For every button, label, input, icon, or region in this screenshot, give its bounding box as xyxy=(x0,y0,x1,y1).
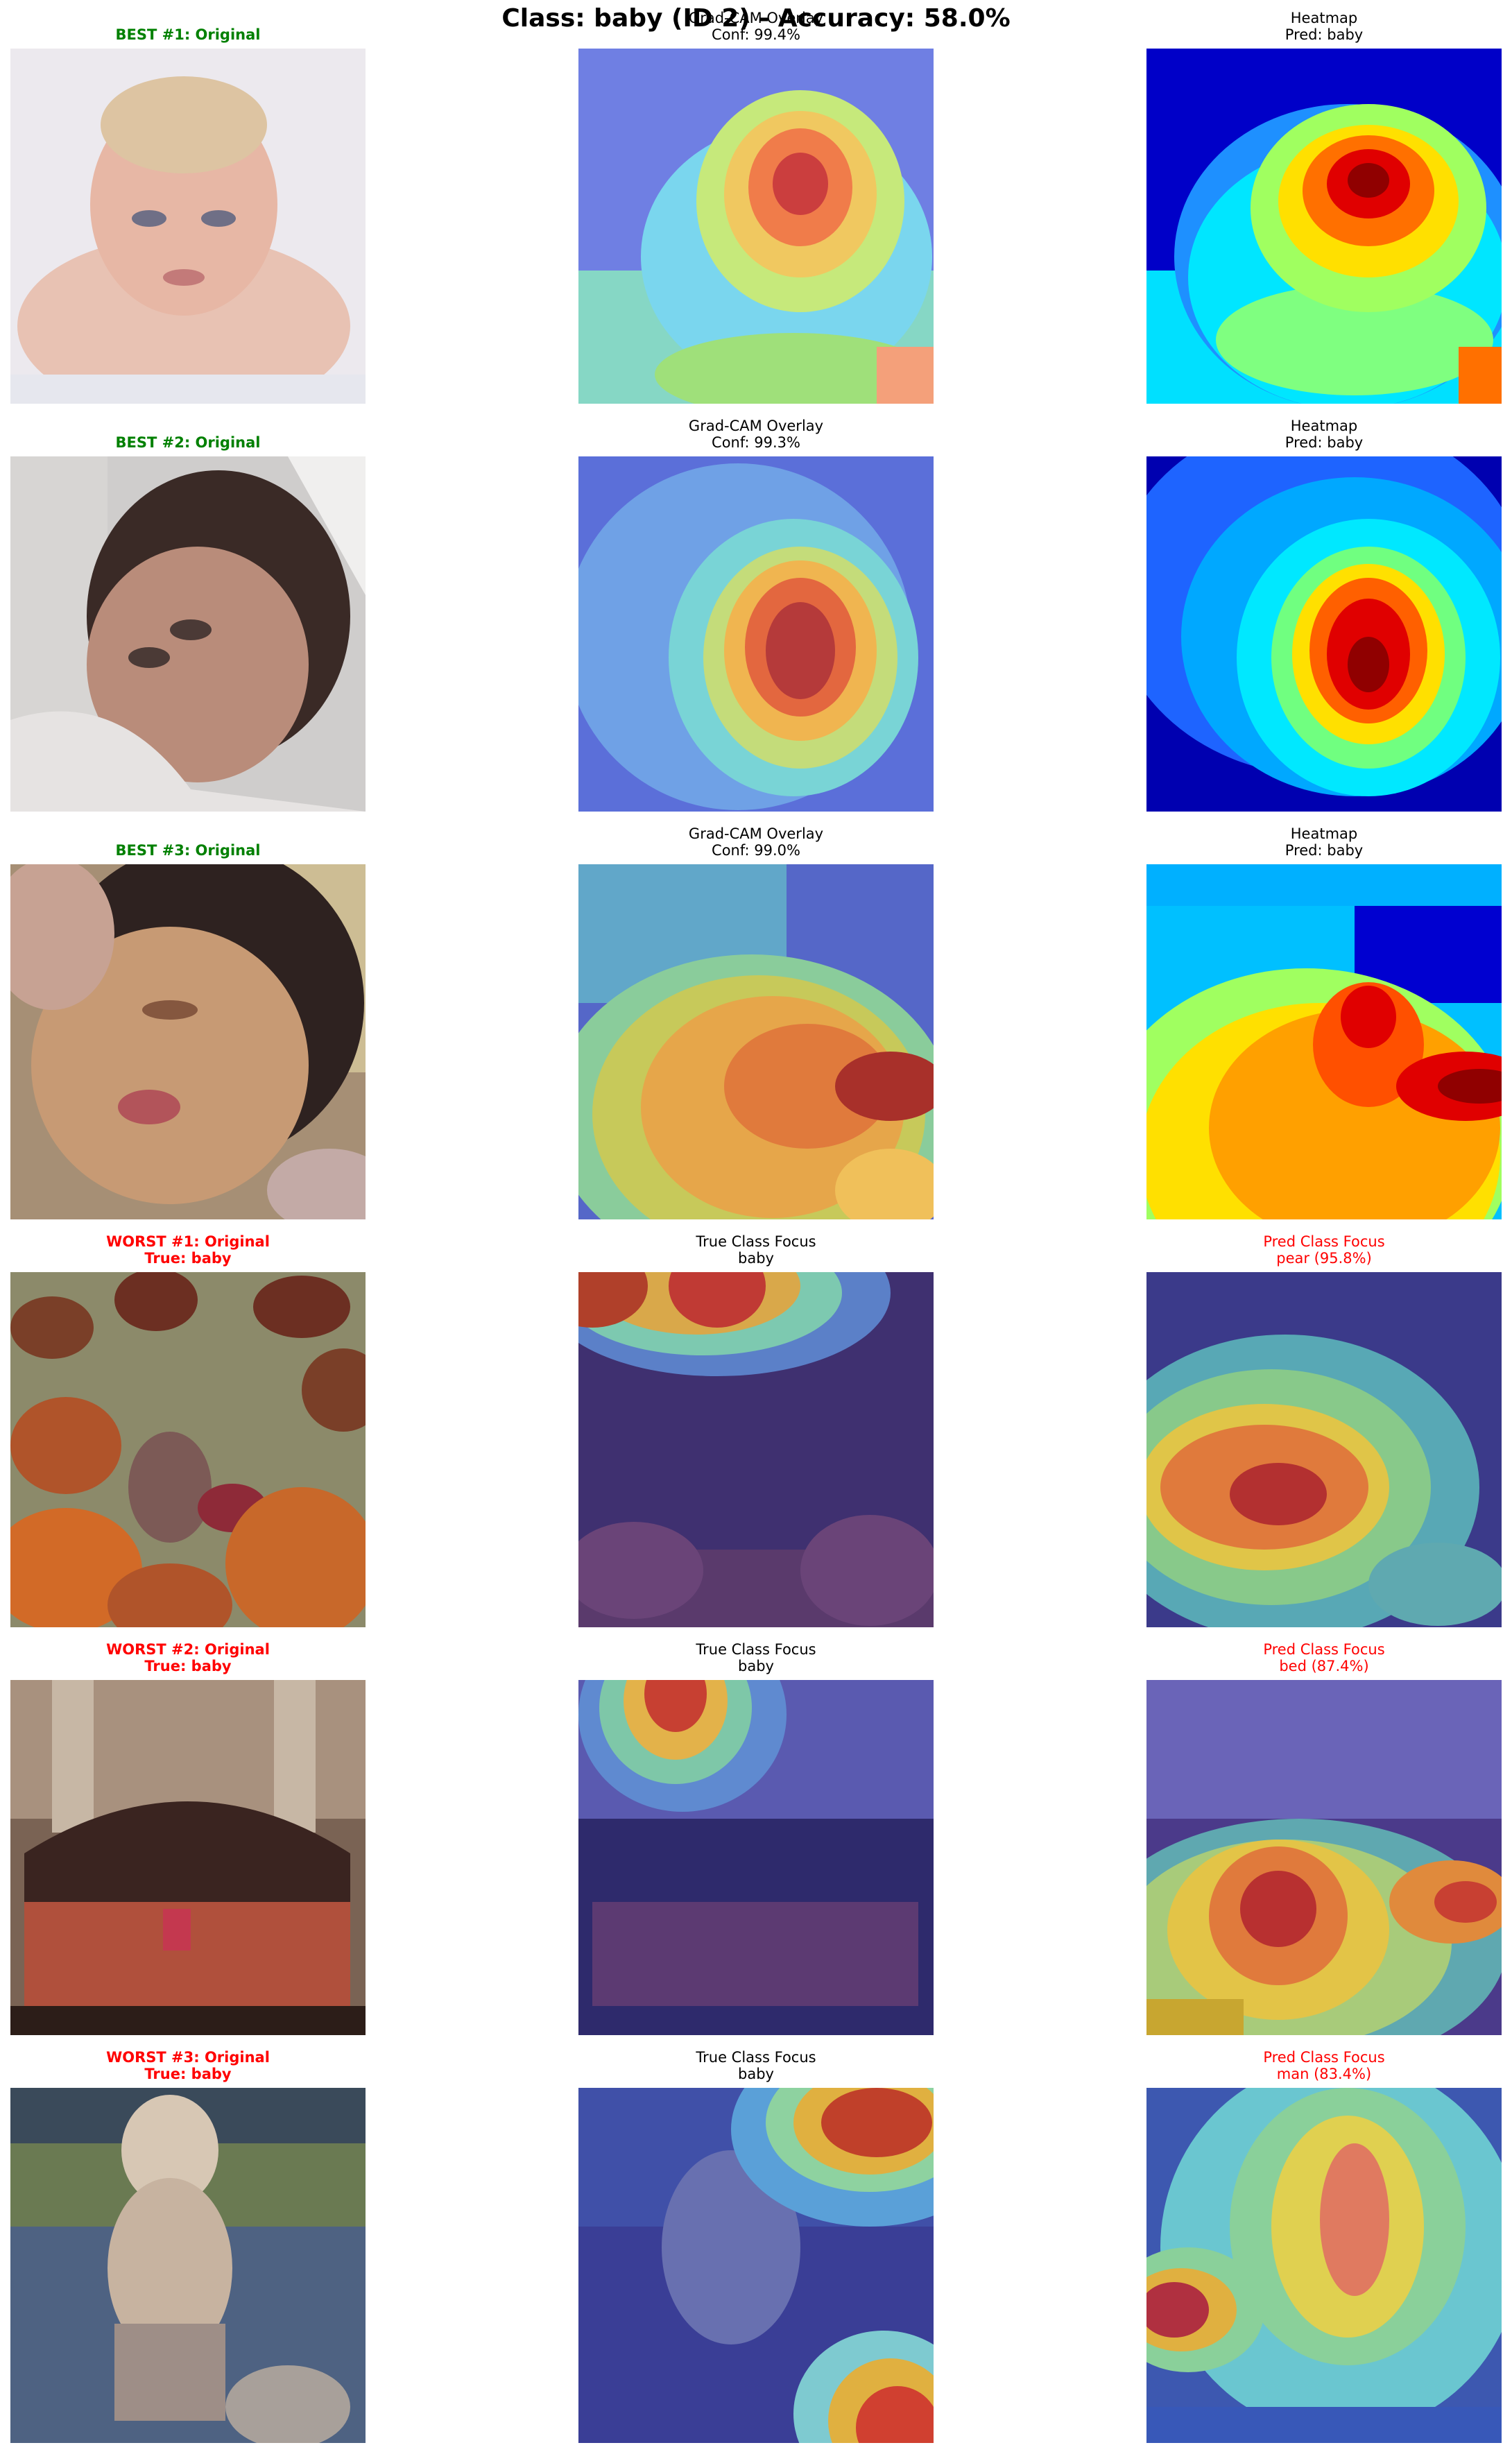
row-3-middle-title: Grad-CAM Overlay Conf: 99.0% xyxy=(688,825,824,859)
row-2-original-image xyxy=(10,456,366,812)
row-3-heatmap xyxy=(1146,864,1502,1219)
row-2-right-title: Heatmap Pred: baby xyxy=(1285,418,1364,451)
row-4-pred-class-overlay xyxy=(1146,1272,1502,1627)
row-3-right-title: Heatmap Pred: baby xyxy=(1285,825,1364,859)
row-5-right-title: Pred Class Focus bed (87.4%) xyxy=(1263,1641,1385,1674)
row-6-right-title: Pred Class Focus man (83.4%) xyxy=(1263,2049,1385,2082)
row-1-original-title: BEST #1: Original xyxy=(115,26,261,43)
row-3-original-title: BEST #3: Original xyxy=(115,842,261,859)
row-3-gradcam-overlay xyxy=(578,864,934,1219)
row-2-original-title: BEST #2: Original xyxy=(115,434,261,451)
row-5-original-title: WORST #2: Original True: baby xyxy=(106,1641,270,1674)
figure-title: Class: baby (ID 2) - Accuracy: 58.0% xyxy=(501,4,1011,33)
row-6-original-image xyxy=(10,2088,366,2443)
row-6-pred-class-overlay xyxy=(1146,2088,1502,2443)
row-1-heatmap xyxy=(1146,49,1502,404)
row-3-original-image xyxy=(10,864,366,1219)
row-1-right-title: Heatmap Pred: baby xyxy=(1285,10,1364,43)
row-1-gradcam-overlay xyxy=(578,49,934,404)
row-2-middle-title: Grad-CAM Overlay Conf: 99.3% xyxy=(688,418,824,451)
row-5-pred-class-overlay xyxy=(1146,1680,1502,2035)
row-4-true-class-overlay xyxy=(578,1272,934,1627)
row-6-middle-title: True Class Focus baby xyxy=(696,2049,816,2082)
row-5-original-image xyxy=(10,1680,366,2035)
row-6-original-title: WORST #3: Original True: baby xyxy=(106,2049,270,2082)
row-4-middle-title: True Class Focus baby xyxy=(696,1233,816,1267)
row-1-original-image xyxy=(10,49,366,404)
row-2-gradcam-overlay xyxy=(578,456,934,812)
row-6-true-class-overlay xyxy=(578,2088,934,2443)
row-2-heatmap xyxy=(1146,456,1502,812)
row-4-original-title: WORST #1: Original True: baby xyxy=(106,1233,270,1267)
row-1-middle-title: Grad-CAM Overlay Conf: 99.4% xyxy=(688,10,824,43)
row-4-right-title: Pred Class Focus pear (95.8%) xyxy=(1263,1233,1385,1267)
row-4-original-image xyxy=(10,1272,366,1627)
row-5-middle-title: True Class Focus baby xyxy=(696,1641,816,1674)
row-5-true-class-overlay xyxy=(578,1680,934,2035)
